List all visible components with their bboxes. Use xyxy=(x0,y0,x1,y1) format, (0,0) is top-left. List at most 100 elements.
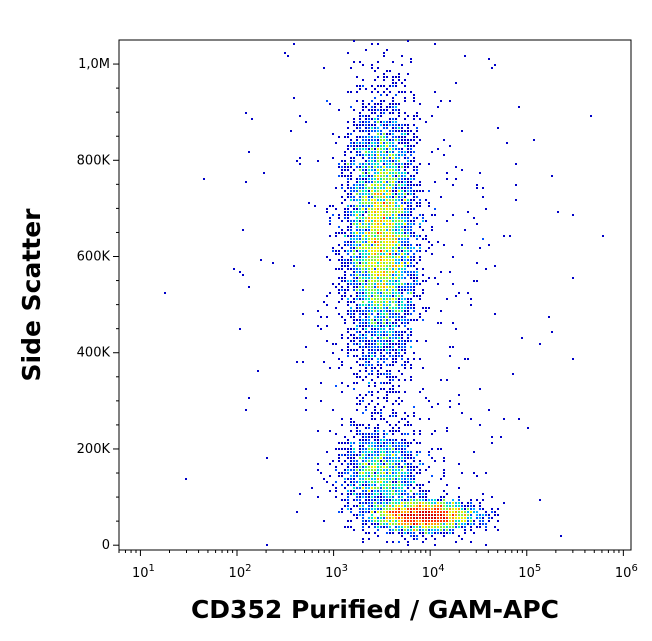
event-dot xyxy=(389,343,391,345)
event-dot xyxy=(395,466,397,468)
event-dot xyxy=(434,460,436,462)
event-dot xyxy=(338,250,340,252)
event-dot xyxy=(455,520,457,522)
event-dot xyxy=(368,373,370,375)
event-dot xyxy=(416,466,418,468)
event-dot xyxy=(365,190,367,192)
event-dot xyxy=(356,361,358,363)
event-dot xyxy=(398,346,400,348)
event-dot xyxy=(344,478,346,480)
event-dot xyxy=(371,265,373,267)
event-dot xyxy=(374,301,376,303)
event-dot xyxy=(413,538,415,540)
event-dot xyxy=(380,475,382,477)
event-dot xyxy=(341,463,343,465)
event-dot xyxy=(362,466,364,468)
event-dot xyxy=(344,454,346,456)
event-dot xyxy=(407,307,409,309)
event-dot xyxy=(356,223,358,225)
event-dot xyxy=(359,154,361,156)
event-dot xyxy=(413,136,415,138)
event-dot xyxy=(392,256,394,258)
event-dot xyxy=(338,166,340,168)
event-dot xyxy=(341,289,343,291)
event-dot xyxy=(368,382,370,384)
event-dot xyxy=(395,262,397,264)
event-dot xyxy=(428,514,430,516)
event-dot xyxy=(338,301,340,303)
event-dot xyxy=(371,175,373,177)
event-dot xyxy=(356,193,358,195)
event-dot xyxy=(362,310,364,312)
event-dot xyxy=(407,247,409,249)
event-dot xyxy=(458,292,460,294)
event-dot xyxy=(341,256,343,258)
event-dot xyxy=(389,226,391,228)
event-dot xyxy=(326,481,328,483)
event-dot xyxy=(317,496,319,498)
event-dot xyxy=(419,247,421,249)
event-dot xyxy=(365,247,367,249)
event-dot xyxy=(365,472,367,474)
event-dot xyxy=(368,427,370,429)
event-dot xyxy=(386,124,388,126)
event-dot xyxy=(434,529,436,531)
event-dot xyxy=(410,277,412,279)
event-dot xyxy=(404,361,406,363)
event-dot xyxy=(401,148,403,150)
event-dot xyxy=(383,100,385,102)
event-dot xyxy=(305,121,307,123)
event-dot xyxy=(362,154,364,156)
event-dot xyxy=(296,361,298,363)
event-dot xyxy=(404,391,406,393)
event-dot xyxy=(407,319,409,321)
event-dot xyxy=(383,253,385,255)
event-dot xyxy=(440,322,442,324)
event-dot xyxy=(416,238,418,240)
event-dot xyxy=(299,163,301,165)
event-dot xyxy=(368,205,370,207)
event-dot xyxy=(344,322,346,324)
event-dot xyxy=(470,298,472,300)
event-dot xyxy=(422,511,424,513)
event-dot xyxy=(392,175,394,177)
event-dot xyxy=(452,508,454,510)
event-dot xyxy=(398,217,400,219)
event-dot xyxy=(419,532,421,534)
event-dot xyxy=(377,373,379,375)
event-dot xyxy=(431,448,433,450)
event-dot xyxy=(356,190,358,192)
event-dot xyxy=(350,157,352,159)
event-dot xyxy=(407,133,409,135)
event-dot xyxy=(440,271,442,273)
event-dot xyxy=(374,175,376,177)
event-dot xyxy=(365,520,367,522)
event-dot xyxy=(377,199,379,201)
event-dot xyxy=(392,283,394,285)
event-dot xyxy=(359,235,361,237)
event-dot xyxy=(347,283,349,285)
event-dot xyxy=(431,253,433,255)
event-dot xyxy=(416,142,418,144)
event-dot xyxy=(440,532,442,534)
event-dot xyxy=(371,379,373,381)
event-dot xyxy=(377,85,379,87)
event-dot xyxy=(368,343,370,345)
event-dot xyxy=(344,262,346,264)
event-dot xyxy=(377,469,379,471)
event-dot xyxy=(353,259,355,261)
event-dot xyxy=(434,532,436,534)
event-dot xyxy=(380,115,382,117)
event-dot xyxy=(413,532,415,534)
event-dot xyxy=(404,523,406,525)
event-dot xyxy=(392,499,394,501)
event-dot xyxy=(413,439,415,441)
event-dot xyxy=(404,454,406,456)
event-dot xyxy=(371,184,373,186)
event-dot xyxy=(344,448,346,450)
event-dot xyxy=(251,118,253,120)
event-dot xyxy=(368,232,370,234)
event-dot xyxy=(407,181,409,183)
event-dot xyxy=(371,391,373,393)
event-dot xyxy=(341,169,343,171)
